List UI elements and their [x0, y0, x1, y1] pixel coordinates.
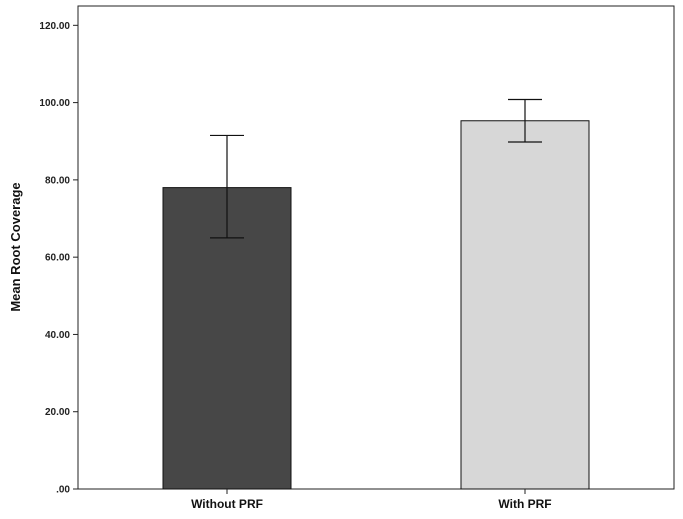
y-tick-label: 80.00 [45, 175, 70, 186]
y-tick-label: 60.00 [45, 253, 70, 264]
y-tick-label: 120.00 [39, 21, 70, 32]
bar-1 [460, 120, 590, 490]
y-tick-label: 40.00 [45, 330, 70, 341]
x-tick-label: Without PRF [191, 497, 263, 511]
y-tick-label: 100.00 [39, 98, 70, 109]
y-axis: .00 20.00 40.00 60.00 80.00 100.00 120.00 [39, 21, 78, 496]
y-axis-title: Mean Root Coverage [8, 182, 23, 311]
error-bars [210, 98, 542, 239]
y-tick-label: .00 [56, 485, 70, 496]
y-tick-label: 20.00 [45, 407, 70, 418]
x-axis: Without PRF With PRF [191, 489, 552, 511]
x-tick-label: With PRF [498, 497, 551, 511]
